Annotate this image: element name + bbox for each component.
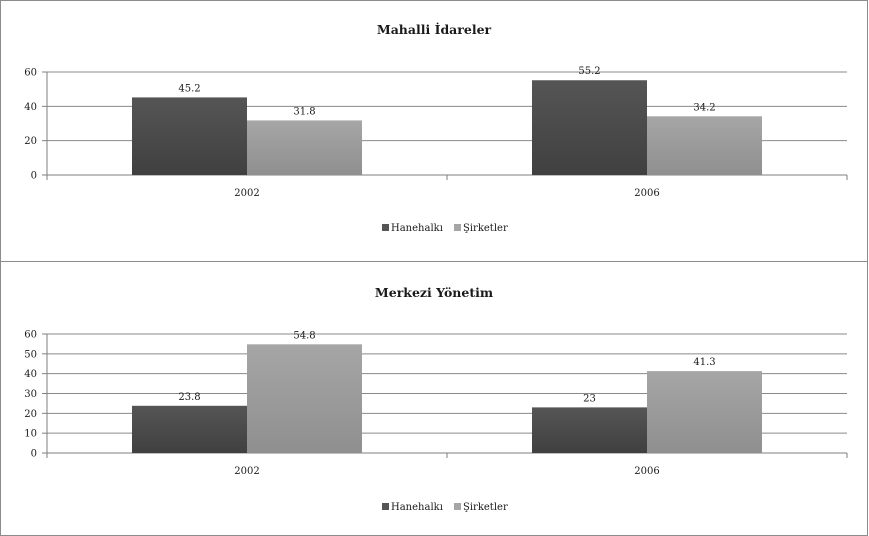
y-tick-label: 10: [24, 429, 37, 440]
bar-hanehalki-2006: [532, 407, 647, 453]
chart-mahalli-idareler: Mahalli İdareler 0 20 40 60 45.2 31.8 2002 55.2 3…: [24, 22, 848, 234]
chart-merkezi-yonetim: Merkezi Yönetim 0 10 20 30 40 50 60 23.8 54.8 2002…: [24, 285, 848, 513]
chart-panel-merkezi-yonetim: Merkezi Yönetim 0 10 20 30 40 50 60 23.8 54.8 2002…: [0, 261, 868, 536]
y-tick-label: 0: [31, 171, 37, 182]
y-tick-label: 20: [24, 409, 37, 420]
data-label: 41.3: [693, 357, 715, 368]
y-tick-label: 40: [24, 369, 37, 380]
legend-entry: Şirketler: [463, 502, 508, 513]
data-label: 23: [583, 393, 596, 404]
y-tick-label: 50: [24, 349, 37, 360]
data-label: 34.2: [693, 102, 715, 113]
chart-title: Mahalli İdareler: [377, 22, 492, 37]
data-label: 31.8: [293, 106, 315, 117]
legend-entry: Hanehalkı: [391, 502, 443, 513]
bar-hanehalki-2002: [132, 97, 247, 175]
x-tick-label: 2006: [634, 188, 659, 199]
bar-sirketler-2002: [247, 344, 362, 453]
legend-swatch: [382, 503, 389, 510]
data-label: 55.2: [578, 66, 600, 77]
legend-entry: Hanehalkı: [391, 223, 443, 234]
legend-swatch: [454, 503, 461, 510]
legend-entry: Şirketler: [463, 223, 508, 234]
bar-sirketler-2002: [247, 120, 362, 175]
y-tick-label: 60: [24, 68, 37, 79]
x-tick-label: 2006: [634, 466, 659, 477]
y-tick-label: 0: [31, 449, 37, 460]
legend-swatch: [454, 224, 461, 231]
x-tick-label: 2002: [234, 466, 259, 477]
x-tick-label: 2002: [234, 188, 259, 199]
y-tick-label: 40: [24, 102, 37, 113]
chart-panel-mahalli-idareler: Mahalli İdareler 0 20 40 60 45.2 31.8 2002 55.2 3…: [0, 0, 868, 262]
y-tick-label: 30: [24, 389, 37, 400]
bar-hanehalki-2006: [532, 80, 647, 175]
data-label: 54.8: [293, 330, 315, 341]
bar-hanehalki-2002: [132, 405, 247, 453]
bar-sirketler-2006: [647, 116, 762, 175]
data-label: 23.8: [178, 392, 200, 403]
data-label: 45.2: [178, 83, 200, 94]
bar-sirketler-2006: [647, 371, 762, 453]
y-tick-label: 60: [24, 330, 37, 341]
y-tick-label: 20: [24, 136, 37, 147]
chart-title: Merkezi Yönetim: [375, 285, 493, 300]
legend-swatch: [382, 224, 389, 231]
